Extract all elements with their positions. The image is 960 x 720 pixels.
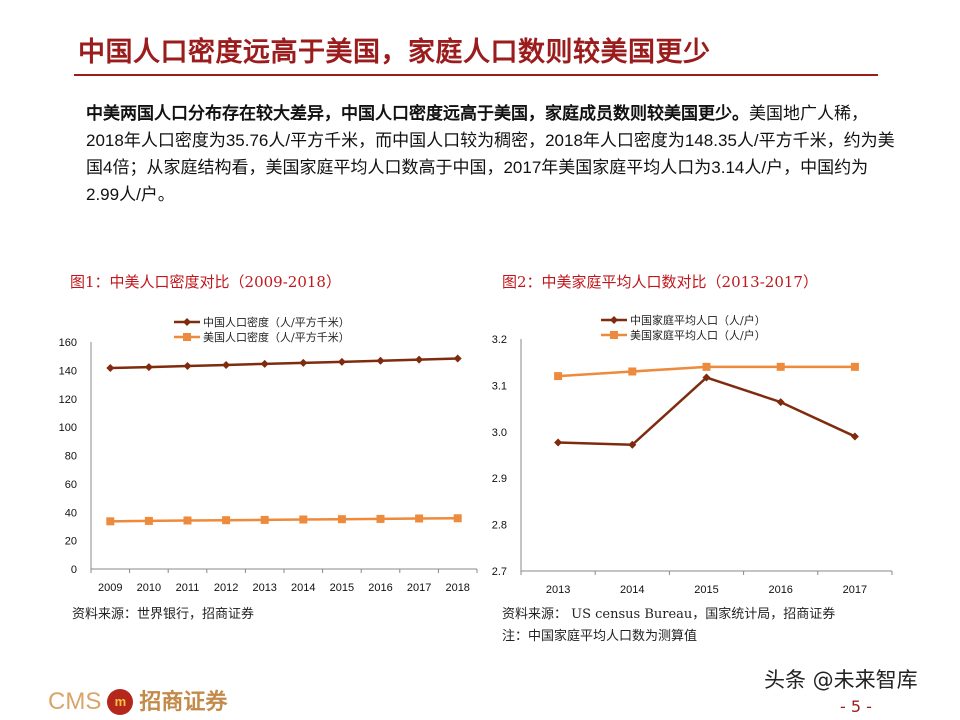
summary-lead: 中美两国人口分布存在较大差异，中国人口密度远高于美国，家庭成员数则较美国更少。	[86, 104, 749, 123]
data-point	[337, 515, 346, 524]
x-tick-label: 2017	[843, 584, 867, 596]
data-point	[415, 514, 424, 523]
chart2-title: 图2：中美家庭平均人口数对比（2013-2017）	[502, 273, 818, 291]
data-point	[776, 398, 785, 407]
y-tick-label: 100	[59, 422, 77, 434]
cms-logo: CMS m 招商证券	[48, 688, 227, 716]
y-tick-label: 2.7	[492, 566, 507, 578]
y-tick-label: 60	[65, 479, 77, 491]
chart1-title: 图1：中美人口密度对比（2009-2018）	[70, 273, 341, 291]
data-point	[453, 514, 462, 523]
data-point	[106, 517, 115, 526]
x-tick-label: 2015	[330, 582, 354, 594]
legend-label: 美国人口密度（人/平方千米）	[203, 330, 350, 344]
series-line-0	[110, 357, 458, 370]
data-point	[144, 516, 153, 525]
logo-cn: 招商证券	[139, 689, 228, 714]
chart1-source: 资料来源：世界银行，招商证券	[72, 607, 255, 622]
watermark: 头条 @未来智库	[764, 668, 918, 692]
page-title: 中国人口密度远高于美国，家庭人口数则较美国更少	[78, 37, 711, 68]
x-tick-label: 2014	[291, 582, 315, 594]
data-point	[299, 358, 308, 367]
x-tick-label: 2013	[546, 584, 570, 596]
x-tick-label: 2016	[368, 582, 392, 594]
legend-marker	[183, 333, 191, 341]
y-tick-label: 120	[59, 394, 77, 406]
y-tick-label: 20	[65, 536, 77, 548]
series-line-0	[558, 376, 856, 447]
data-point	[415, 355, 424, 364]
legend-label: 美国家庭平均人口（人/户）	[630, 328, 766, 342]
data-point	[702, 362, 711, 371]
legend-label: 中国家庭平均人口（人/户）	[630, 313, 766, 327]
y-tick-label: 3.2	[492, 334, 507, 346]
y-tick-label: 2.9	[492, 473, 507, 485]
chart2-source: 资料来源： US census Bureau，国家统计局，招商证券	[502, 607, 836, 622]
data-point	[337, 357, 346, 366]
logo-badge-icon: m	[107, 689, 134, 715]
data-point	[554, 438, 563, 447]
x-tick-label: 2012	[214, 582, 238, 594]
data-point	[106, 363, 115, 372]
data-point	[628, 367, 637, 376]
x-tick-label: 2017	[407, 582, 431, 594]
y-tick-label: 0	[71, 564, 77, 576]
data-point	[776, 362, 785, 371]
x-tick-label: 2015	[694, 584, 718, 596]
logo-text: CMS	[48, 688, 102, 715]
title-divider	[74, 74, 878, 76]
legend-marker	[610, 331, 618, 339]
data-point	[376, 356, 385, 365]
legend-marker	[610, 316, 618, 324]
data-point	[376, 514, 385, 523]
y-tick-label: 3.0	[492, 427, 507, 439]
legend-marker	[183, 318, 191, 326]
y-tick-label: 40	[65, 507, 77, 519]
data-point	[183, 361, 192, 370]
y-tick-label: 160	[59, 337, 77, 349]
data-point	[702, 373, 711, 382]
x-tick-label: 2016	[768, 584, 792, 596]
data-point	[299, 515, 308, 524]
y-tick-label: 140	[59, 365, 77, 377]
x-tick-label: 2018	[445, 582, 469, 594]
x-tick-label: 2014	[620, 584, 644, 596]
page-number: - 5 -	[840, 697, 872, 716]
data-point	[222, 516, 231, 525]
data-point	[453, 354, 462, 363]
summary-paragraph: 中美两国人口分布存在较大差异，中国人口密度远高于美国，家庭成员数则较美国更少。美…	[86, 100, 896, 208]
data-point	[222, 360, 231, 369]
data-point	[554, 372, 563, 381]
data-point	[183, 516, 192, 525]
data-point	[628, 440, 637, 449]
data-point	[260, 515, 269, 524]
y-tick-label: 80	[65, 451, 77, 463]
chart2-note: 注：中国家庭平均人口数为测算值	[502, 629, 698, 644]
x-tick-label: 2009	[98, 582, 122, 594]
summary-text: 美国地广人稀，2018年人口密度为35.76人/平方千米，而中国人口较为稠密，2…	[86, 104, 895, 204]
data-point	[850, 362, 859, 371]
data-point	[144, 363, 153, 372]
series-line-1	[110, 517, 458, 523]
legend-label: 中国人口密度（人/平方千米）	[203, 315, 350, 329]
data-point	[850, 432, 859, 441]
y-tick-label: 2.8	[492, 520, 507, 532]
x-tick-label: 2010	[137, 582, 161, 594]
x-tick-label: 2011	[176, 582, 200, 594]
y-tick-label: 3.1	[492, 380, 507, 392]
data-point	[260, 359, 269, 368]
x-tick-label: 2013	[252, 582, 276, 594]
